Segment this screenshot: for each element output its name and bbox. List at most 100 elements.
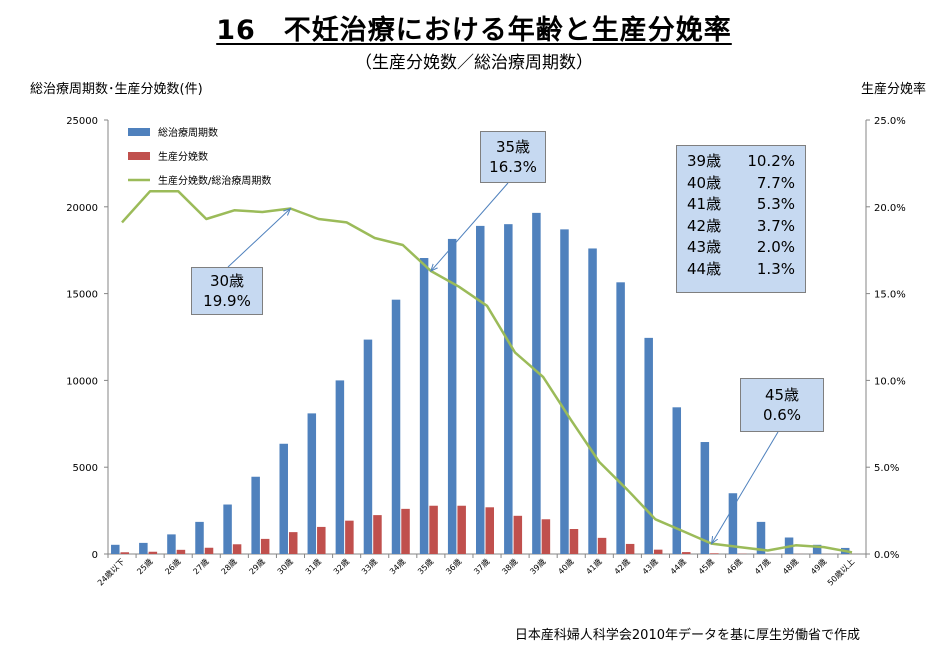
left-tick-label: 25000: [66, 116, 98, 127]
callout-list-rate: 1.3%: [756, 259, 795, 278]
right-axis-label: 生産分娩率: [860, 82, 926, 97]
callout-arrows: [227, 182, 779, 544]
births-bar: [401, 508, 410, 554]
x-tick-label: 49歳: [808, 556, 828, 576]
births-bar: [373, 515, 382, 554]
cycles-bar: [279, 443, 288, 554]
left-tick-label: 15000: [66, 290, 98, 301]
x-tick-label: 42歳: [612, 556, 632, 576]
births-bar: [682, 552, 691, 554]
callout-age45: 45歳 0.6%: [740, 378, 824, 432]
callout-list-rate: 7.7%: [756, 173, 795, 192]
cycles-bar: [447, 238, 457, 554]
births-bar: [429, 505, 438, 554]
x-tick-label: 25歳: [135, 556, 155, 576]
chart-subtitle: （生産分娩数／総治療周期数）: [355, 53, 593, 73]
births-bar: [148, 551, 158, 554]
cycles-bar: [251, 476, 260, 554]
x-tick-label: 48歳: [780, 556, 800, 576]
cycles-bar: [588, 248, 597, 555]
births-bar: [541, 519, 551, 554]
x-tick-label: 41歳: [584, 556, 604, 576]
x-tick-label: 47歳: [752, 556, 772, 576]
births-bar: [625, 543, 635, 554]
cycles-bar: [419, 258, 429, 554]
callout-age35-age: 35歳: [495, 138, 531, 156]
births-bar: [204, 547, 214, 554]
callout-list-row: 42歳 3.7%: [687, 216, 795, 238]
x-tick-label: 32歳: [331, 556, 351, 576]
births-bar: [457, 505, 466, 554]
x-tick-label: 33歳: [359, 556, 379, 576]
callout-list-rate: 2.0%: [756, 238, 795, 256]
callout-list-rate: 10.2%: [747, 152, 795, 170]
x-tick-label: 38歳: [500, 556, 520, 576]
cycles-bar: [728, 493, 738, 554]
cycles-bar: [195, 521, 204, 554]
cycles-bar: [616, 282, 625, 554]
cycles-bar: [476, 225, 485, 554]
callout-age30: 30歳 19.9%: [191, 267, 263, 315]
births-bar: [653, 549, 663, 554]
callout-list-age: 40歳: [687, 173, 722, 192]
callout-list-row: 43歳 2.0%: [687, 237, 795, 259]
x-tick-label: 35歳: [415, 556, 435, 576]
cycles-bar: [391, 299, 401, 554]
births-bar: [232, 544, 242, 554]
callout-list-rate: 5.3%: [756, 195, 795, 213]
births-bar: [569, 529, 579, 554]
births-bar: [345, 520, 354, 554]
callout-list-age: 41歳: [687, 195, 722, 213]
right-tick-label: 25.0%: [874, 116, 906, 127]
births-bar: [317, 526, 326, 554]
callout-arrow: [431, 182, 509, 271]
right-tick-label: 0.0%: [874, 550, 899, 561]
cycles-bar: [504, 224, 513, 554]
cycles-bar: [111, 544, 120, 554]
legend-label: 生産分娩数: [158, 150, 208, 163]
right-tick-label: 20.0%: [874, 203, 906, 214]
x-tick-label: 28歳: [219, 556, 239, 576]
callout-rate-list: 39歳 10.2% 40歳 7.7% 41歳 5.3% 42歳 3.7% 43歳 2.0%…: [676, 145, 806, 293]
births-bar: [176, 549, 186, 554]
x-tick-label: 24歳以下: [95, 556, 126, 587]
right-tick-label: 15.0%: [874, 290, 906, 301]
x-tick-label: 26歳: [163, 556, 183, 576]
right-tick-label: 10.0%: [874, 376, 906, 387]
cycles-bar: [139, 542, 148, 554]
cycles-bar: [700, 442, 710, 554]
x-tick-label: 46歳: [724, 556, 744, 576]
rate-line-path: [121, 189, 853, 554]
callout-age30-rate: 19.9%: [203, 292, 251, 310]
callout-list-row: 41歳 5.3%: [687, 194, 795, 216]
cycles-bar: [307, 413, 317, 554]
chart-title: 16 不妊治療における年齢と生産分娩率: [216, 15, 732, 46]
x-tick-label: 50歳以上: [825, 556, 856, 587]
x-tick-label: 31歳: [303, 556, 323, 576]
x-tick-label: 45歳: [696, 556, 716, 576]
callout-age45-age: 45歳: [764, 386, 800, 404]
callout-arrow: [227, 209, 290, 268]
callout-list-age: 42歳: [687, 216, 722, 235]
cycles-bar: [532, 212, 541, 554]
callout-arrow: [712, 431, 779, 544]
bars: [111, 212, 859, 555]
births-bar: [513, 515, 523, 554]
x-tick-label: 40歳: [556, 556, 576, 576]
cycles-bar: [167, 534, 176, 554]
x-tick-label: 34歳: [387, 556, 407, 576]
callout-list-row: 39歳 10.2%: [687, 151, 795, 173]
births-bar: [288, 532, 298, 554]
births-bar: [120, 552, 130, 554]
left-tick-label: 5000: [73, 463, 98, 474]
callout-list-row: 44歳 1.3%: [687, 259, 795, 281]
left-axis-label: 総治療周期数･生産分娩数(件): [30, 82, 203, 97]
source-note: 日本産科婦人科学会2010年データを基に厚生労働省で作成: [514, 628, 860, 643]
left-tick-label: 0: [92, 550, 98, 561]
births-bar: [260, 538, 270, 554]
left-tick-label: 10000: [66, 376, 98, 387]
cycles-bar: [644, 337, 653, 554]
callout-age35-rate: 16.3%: [489, 158, 537, 176]
callout-age30-age: 30歳: [209, 272, 245, 290]
